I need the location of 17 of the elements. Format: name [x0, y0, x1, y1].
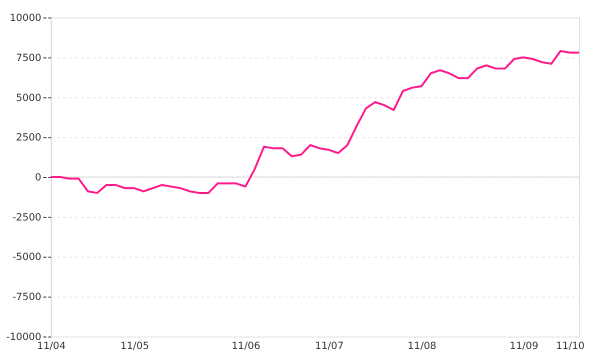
- x-tick-label: 11/08: [408, 340, 436, 352]
- y-tick-label: -2500: [12, 212, 42, 224]
- x-tick-label: 11/05: [120, 340, 150, 352]
- y-tick-label: 5000: [16, 92, 42, 104]
- x-tick-label: 11/10: [556, 340, 585, 352]
- x-tick-label: 11/04: [36, 340, 66, 352]
- x-tick-label: 11/07: [315, 340, 344, 352]
- y-tick-label: -7500: [12, 292, 42, 304]
- x-tick-label: 11/09: [510, 340, 538, 352]
- y-tick-label: -10000: [6, 332, 42, 343]
- y-tick-label: 7500: [16, 52, 42, 64]
- y-tick-label: 0: [35, 172, 42, 184]
- y-tick-label: 2500: [16, 132, 42, 144]
- y-tick-label: -5000: [12, 252, 42, 264]
- x-tick-label: 11/06: [232, 340, 260, 352]
- line-series: [50, 50, 580, 194]
- y-tick-label: 10000: [10, 13, 42, 24]
